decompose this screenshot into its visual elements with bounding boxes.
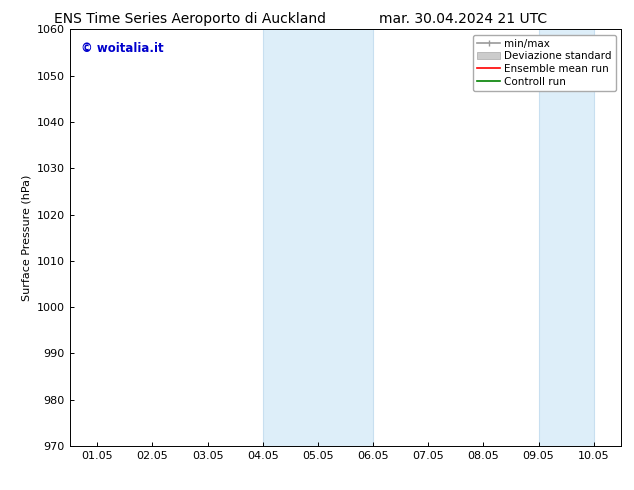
Bar (262, 29, 373, 446)
Legend: min/max, Deviazione standard, Ensemble mean run, Controll run: min/max, Deviazione standard, Ensemble m… (473, 35, 616, 91)
Y-axis label: Surface Pressure (hPa): Surface Pressure (hPa) (21, 174, 31, 301)
Bar (538, 29, 593, 446)
Text: © woitalia.it: © woitalia.it (81, 42, 164, 55)
Text: ENS Time Series Aeroporto di Auckland: ENS Time Series Aeroporto di Auckland (54, 12, 327, 26)
Text: mar. 30.04.2024 21 UTC: mar. 30.04.2024 21 UTC (378, 12, 547, 26)
